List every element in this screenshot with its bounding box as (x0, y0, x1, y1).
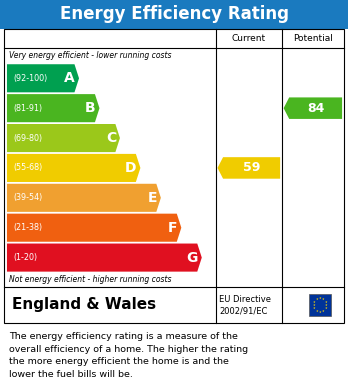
Polygon shape (7, 154, 140, 182)
Text: (81-91): (81-91) (13, 104, 42, 113)
Text: Very energy efficient - lower running costs: Very energy efficient - lower running co… (9, 51, 171, 61)
Text: ★: ★ (319, 310, 322, 314)
Text: EU Directive
2002/91/EC: EU Directive 2002/91/EC (219, 294, 271, 316)
Bar (0, 0, 348, 29)
Text: ★: ★ (324, 307, 327, 310)
Text: ★: ★ (313, 307, 316, 310)
Polygon shape (7, 213, 181, 242)
Text: (21-38): (21-38) (13, 223, 42, 232)
Text: Not energy efficient - higher running costs: Not energy efficient - higher running co… (9, 275, 171, 285)
Text: Energy Efficiency Rating: Energy Efficiency Rating (60, 5, 288, 23)
Polygon shape (7, 124, 120, 152)
Text: (69-80): (69-80) (13, 134, 42, 143)
Text: (1-20): (1-20) (13, 253, 37, 262)
Text: D: D (125, 161, 136, 175)
Text: ★: ★ (316, 309, 318, 313)
Text: G: G (187, 251, 198, 265)
Polygon shape (284, 97, 342, 119)
Polygon shape (7, 244, 202, 272)
Text: B: B (85, 101, 96, 115)
Text: Current: Current (232, 34, 266, 43)
Text: ★: ★ (313, 300, 316, 303)
Text: (92-100): (92-100) (13, 74, 47, 83)
Text: England & Wales: England & Wales (12, 298, 156, 312)
Text: ★: ★ (322, 309, 325, 313)
Text: The energy efficiency rating is a measure of the
overall efficiency of a home. T: The energy efficiency rating is a measur… (9, 332, 248, 378)
Text: ★: ★ (319, 296, 322, 300)
Text: ★: ★ (325, 303, 328, 307)
Bar (309, 294, 331, 316)
Text: (55-68): (55-68) (13, 163, 42, 172)
Text: Potential: Potential (293, 34, 333, 43)
Polygon shape (218, 157, 280, 179)
Text: ★: ★ (312, 303, 315, 307)
Text: 84: 84 (307, 102, 324, 115)
Text: ★: ★ (316, 297, 318, 301)
Text: 59: 59 (243, 161, 260, 174)
Text: ★: ★ (322, 297, 325, 301)
Text: F: F (168, 221, 177, 235)
Polygon shape (7, 184, 161, 212)
Polygon shape (7, 94, 100, 122)
Bar (4, 29, 344, 323)
Text: C: C (106, 131, 116, 145)
Text: ★: ★ (324, 300, 327, 303)
Text: A: A (64, 71, 75, 85)
Text: (39-54): (39-54) (13, 193, 42, 202)
Polygon shape (7, 64, 79, 92)
Text: E: E (148, 191, 157, 205)
